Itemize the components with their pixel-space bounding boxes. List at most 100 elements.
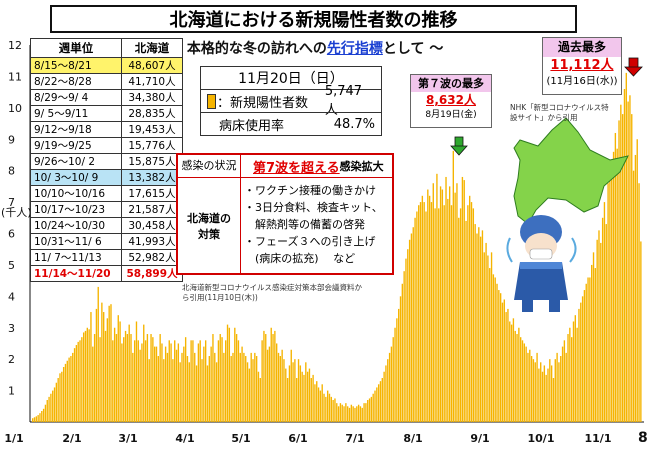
bar [112,340,114,422]
value-cell: 17,615人 [121,185,183,202]
bar [487,255,489,422]
bar [168,340,170,422]
bar [208,356,210,422]
table-row: 9/ 5～9/11 28,835人 [30,105,183,122]
bar [556,352,558,422]
bar [376,387,378,422]
bar [137,340,139,422]
bar [525,346,527,422]
bar [501,302,504,422]
bar [41,411,43,422]
bar [476,233,478,422]
bar [92,346,94,422]
bar [443,205,445,422]
bar [241,346,243,422]
value-cell: 34,380人 [121,89,183,106]
bar [516,334,518,422]
bar [115,334,118,422]
bar [101,302,103,422]
peak7-badge: 第７波の最多 8,632人 8月19日(金) [410,74,492,128]
x-tick-label: 9/1 [470,432,489,445]
bar [558,362,560,422]
bar [552,378,555,422]
measures-label: 北海道の対策 [187,211,231,241]
bar [357,404,360,422]
bar [478,227,480,422]
measure-item: (病床の拡充) など [244,252,356,265]
bar [48,396,50,422]
bar [175,349,178,422]
bar [592,252,595,422]
bar [301,371,303,422]
bar [32,418,34,422]
bar [194,352,196,422]
table-row: 10/ 3～10/ 9 13,382人 [30,169,183,186]
value-cell: 58,899人 [121,265,183,282]
bar [159,334,161,422]
bar [520,337,522,423]
bar [585,283,587,422]
bar [407,249,409,422]
bar [354,407,356,422]
bar [629,95,631,423]
bar [503,299,505,423]
x-ticks-group: 1/1 2/1 3/1 4/1 5/1 6/1 7/1 8/1 9/1 10/1 11/1 [4,432,611,445]
peak7-value: 8,632人 [426,93,476,107]
table-row: 10/31～11/ 6 41,993人 [30,233,183,250]
value-cell: 41,710人 [121,73,183,90]
bar [121,343,123,422]
bar [104,330,107,422]
value-cell: 21,587人 [121,201,183,218]
bar [144,340,147,422]
bar [199,340,201,422]
bar [90,312,92,422]
bar [465,220,467,422]
bar [39,413,41,422]
bar [97,286,99,422]
bar [596,239,598,422]
bar [521,340,524,422]
bar [234,327,236,422]
bar [550,365,553,422]
bar [197,343,200,422]
bar [226,324,229,422]
bar [188,362,190,422]
bar [143,324,145,422]
bar [186,356,189,422]
bar [308,368,311,422]
bar [266,349,269,422]
bar [365,403,367,422]
bar [288,365,291,422]
bar [81,337,83,423]
past-max-badge: 過去最多 11,112人 (11月16日(水)) [542,37,622,95]
bar [554,359,556,422]
bar [352,406,354,422]
bar [37,415,39,422]
weekly-cases-table: 週単位 北海道 8/15～8/21 48,607人 8/22～8/28 41,710人… [30,38,183,282]
bar [474,224,476,422]
bar [494,277,496,422]
x-tick-label: 11/1 [585,432,612,445]
bar [423,202,425,422]
table-header-hokkaido: 北海道 [121,38,183,58]
bar [62,367,65,422]
bar [572,321,575,422]
bar [93,334,96,422]
bar [321,384,323,422]
bar [498,290,500,422]
week-cell: 9/26～10/ 2 [30,153,122,170]
bar [370,396,373,422]
bar [61,371,63,422]
bar [306,371,309,422]
bar [430,202,433,422]
bar [108,305,110,422]
daily-status-box: 11月20日（日） ：新規陽性者数 5,747人 病床使用率 48.7% [200,66,382,136]
bar [161,343,163,422]
bar [68,357,70,422]
y-tick-label: 11 [8,70,22,83]
bar [450,205,453,422]
bar [319,390,322,422]
bar [505,312,507,422]
value-cell: 13,382人 [121,169,183,186]
